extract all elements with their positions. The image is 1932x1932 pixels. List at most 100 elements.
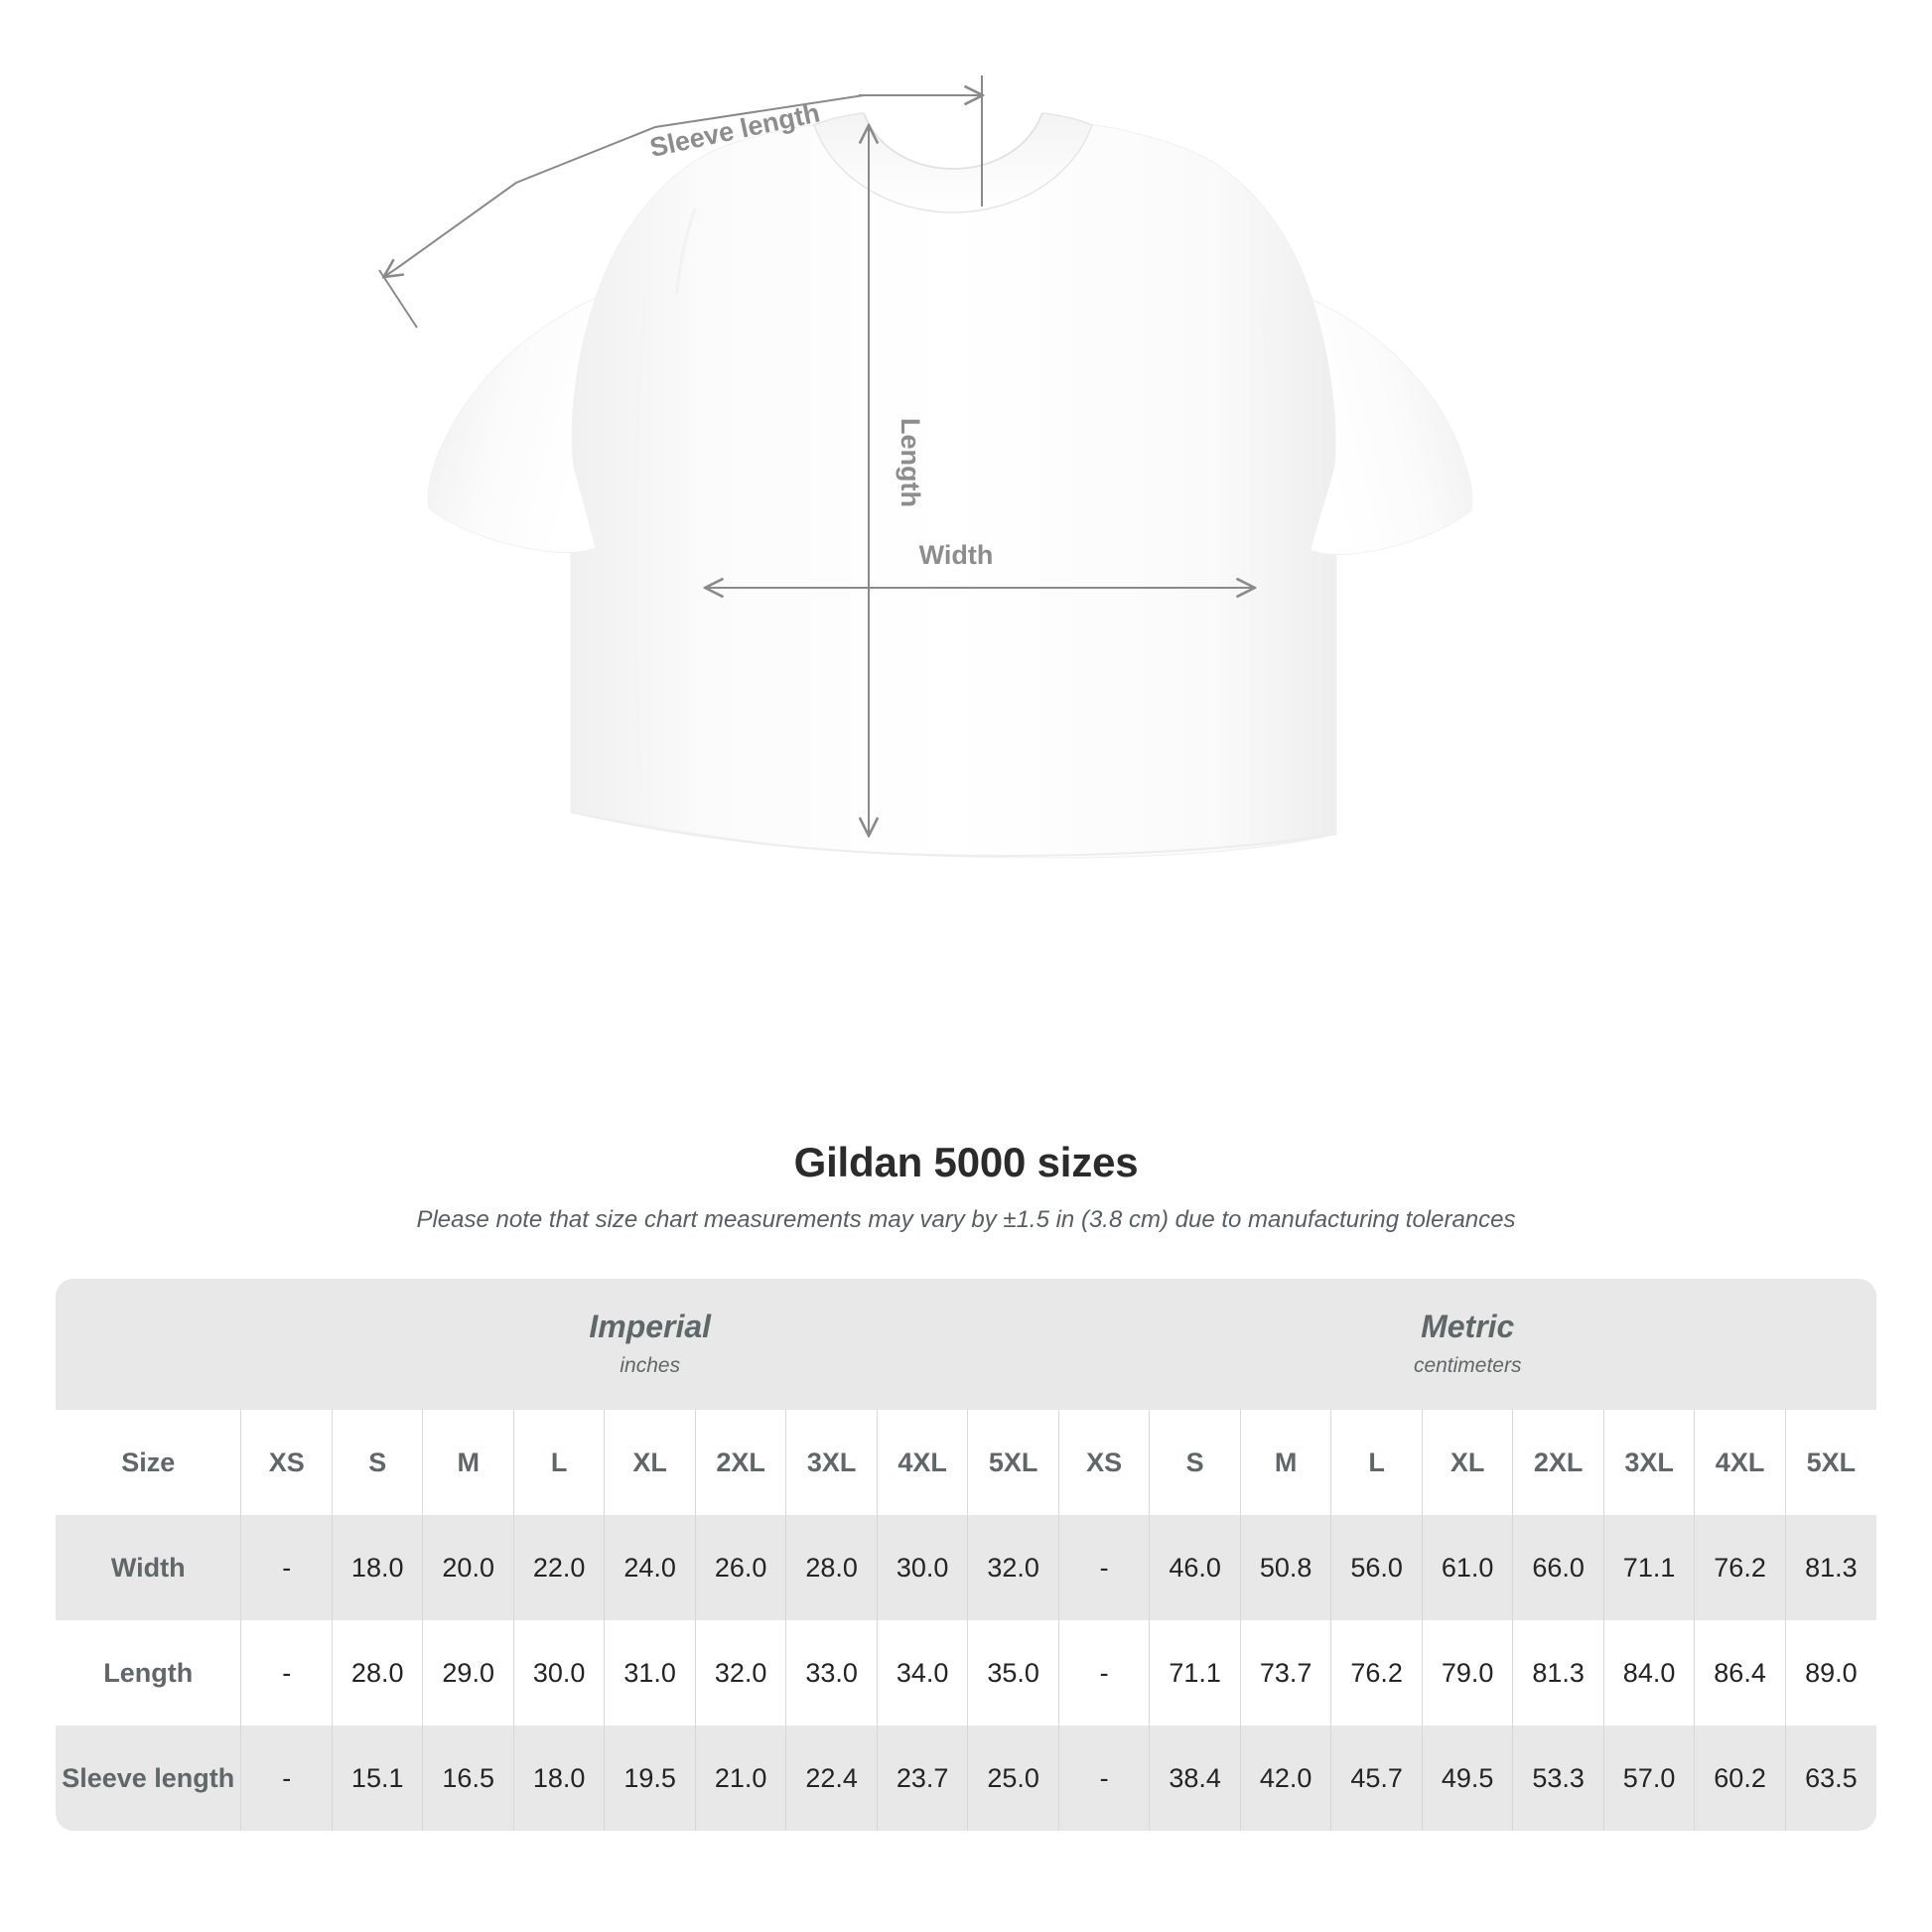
measurement-annotations: Sleeve length Length Width	[378, 75, 1253, 834]
size-row-label: Size	[56, 1410, 242, 1515]
table-row-sizes: Size XS S M L XL 2XL 3XL 4XL 5XL XS S M …	[56, 1410, 1876, 1515]
tshirt-diagram: Sleeve length Length Width	[378, 75, 1473, 859]
sleeve-imperial-2xl: 21.0	[695, 1725, 787, 1831]
width-metric-3xl: 71.1	[1603, 1515, 1696, 1620]
table-corner	[56, 1279, 241, 1410]
length-imperial-4xl: 34.0	[877, 1620, 969, 1725]
table-row-width: Width - 18.0 20.0 22.0 24.0 26.0 28.0 30…	[56, 1515, 1876, 1620]
width-metric-s: 46.0	[1149, 1515, 1241, 1620]
length-metric-m: 73.7	[1240, 1620, 1332, 1725]
fabric-fold-shoulder-left	[675, 207, 697, 295]
page-title: Gildan 5000 sizes	[793, 1139, 1139, 1185]
length-imperial-s: 28.0	[332, 1620, 424, 1725]
sleeve-imperial-l: 18.0	[513, 1725, 606, 1831]
heading-block: Gildan 5000 sizes Please note that size …	[0, 1139, 1932, 1235]
length-imperial-l: 30.0	[513, 1620, 606, 1725]
table-row-length: Length - 28.0 29.0 30.0 31.0 32.0 33.0 3…	[56, 1620, 1876, 1725]
row-label-length: Length	[56, 1620, 242, 1725]
width-imperial-5xl: 32.0	[967, 1515, 1059, 1620]
sleeve-metric-m: 42.0	[1240, 1725, 1332, 1831]
size-table: Imperial inches Metric centimeters Size …	[56, 1279, 1876, 1831]
unit-group-metric: Metric centimeters	[1058, 1279, 1876, 1410]
width-metric-xl: 61.0	[1422, 1515, 1514, 1620]
sleeve-metric-4xl: 60.2	[1694, 1725, 1786, 1831]
size-header-imperial-4xl: 4XL	[877, 1410, 969, 1515]
sleeve-imperial-4xl: 23.7	[877, 1725, 969, 1831]
size-header-imperial-xl: XL	[604, 1410, 696, 1515]
width-metric-5xl: 81.3	[1785, 1515, 1876, 1620]
sleeve-length-line	[385, 94, 865, 276]
length-metric-s: 71.1	[1149, 1620, 1241, 1725]
sleeve-imperial-xl: 19.5	[604, 1725, 696, 1831]
size-header-imperial-l: L	[513, 1410, 606, 1515]
length-imperial-m: 29.0	[422, 1620, 514, 1725]
size-header-metric-3xl: 3XL	[1603, 1410, 1696, 1515]
sleeve-length-end-tick	[378, 269, 418, 329]
sleeve-imperial-s: 15.1	[332, 1725, 424, 1831]
unit-group-metric-title: Metric	[1421, 1309, 1515, 1345]
unit-group-imperial-title: Imperial	[589, 1309, 712, 1345]
width-metric-m: 50.8	[1240, 1515, 1332, 1620]
unit-group-imperial-sub: inches	[620, 1354, 681, 1378]
size-header-imperial-xs: XS	[240, 1410, 333, 1515]
row-label-width: Width	[56, 1515, 242, 1620]
width-metric-2xl: 66.0	[1512, 1515, 1604, 1620]
length-imperial-xs: -	[240, 1620, 333, 1725]
size-header-metric-m: M	[1240, 1410, 1332, 1515]
sleeve-metric-5xl: 63.5	[1785, 1725, 1876, 1831]
length-metric-3xl: 84.0	[1603, 1620, 1696, 1725]
length-imperial-3xl: 33.0	[785, 1620, 878, 1725]
row-label-sleeve-length: Sleeve length	[56, 1725, 242, 1831]
size-header-metric-xs: XS	[1058, 1410, 1151, 1515]
width-imperial-2xl: 26.0	[695, 1515, 787, 1620]
length-imperial-2xl: 32.0	[695, 1620, 787, 1725]
size-header-metric-l: L	[1330, 1410, 1423, 1515]
size-header-metric-s: S	[1149, 1410, 1241, 1515]
size-header-imperial-s: S	[332, 1410, 424, 1515]
tshirt-diagram-svg: Sleeve length Length Width	[378, 75, 1473, 859]
size-header-imperial-2xl: 2XL	[695, 1410, 787, 1515]
size-header-metric-5xl: 5XL	[1785, 1410, 1876, 1515]
size-header-imperial-3xl: 3XL	[785, 1410, 878, 1515]
length-metric-5xl: 89.0	[1785, 1620, 1876, 1725]
unit-header-row: Imperial inches Metric centimeters	[56, 1279, 1876, 1410]
length-imperial-5xl: 35.0	[967, 1620, 1059, 1725]
table-row-sleeve-length: Sleeve length - 15.1 16.5 18.0 19.5 21.0…	[56, 1725, 1876, 1831]
length-metric-l: 76.2	[1330, 1620, 1423, 1725]
sleeve-metric-l: 45.7	[1330, 1725, 1423, 1831]
sleeve-imperial-m: 16.5	[422, 1725, 514, 1831]
tshirt-sleeve-left	[427, 297, 597, 553]
size-header-imperial-m: M	[422, 1410, 514, 1515]
tshirt-neckline	[863, 112, 1043, 170]
width-imperial-xs: -	[240, 1515, 333, 1620]
sleeve-imperial-xs: -	[240, 1725, 333, 1831]
sleeve-metric-s: 38.4	[1149, 1725, 1241, 1831]
width-imperial-xl: 24.0	[604, 1515, 696, 1620]
unit-group-imperial: Imperial inches	[240, 1279, 1059, 1410]
width-imperial-s: 18.0	[332, 1515, 424, 1620]
sleeve-metric-xl: 49.5	[1422, 1725, 1514, 1831]
tshirt-hem	[570, 811, 1337, 858]
width-imperial-m: 20.0	[422, 1515, 514, 1620]
tshirt-body	[570, 124, 1337, 859]
length-imperial-xl: 31.0	[604, 1620, 696, 1725]
length-metric-xs: -	[1058, 1620, 1151, 1725]
size-header-imperial-5xl: 5XL	[967, 1410, 1059, 1515]
fabric-fold-left	[633, 297, 647, 795]
width-imperial-4xl: 30.0	[877, 1515, 969, 1620]
tshirt-sleeve-right	[1310, 299, 1473, 555]
length-metric-4xl: 86.4	[1694, 1620, 1786, 1725]
width-metric-xs: -	[1058, 1515, 1151, 1620]
length-metric-xl: 79.0	[1422, 1620, 1514, 1725]
width-imperial-l: 22.0	[513, 1515, 606, 1620]
tshirt-illustration	[427, 112, 1473, 859]
fabric-fold-right	[1259, 297, 1277, 785]
size-header-metric-4xl: 4XL	[1694, 1410, 1786, 1515]
sleeve-metric-3xl: 57.0	[1603, 1725, 1696, 1831]
unit-group-metric-sub: centimeters	[1413, 1354, 1522, 1378]
sleeve-metric-xs: -	[1058, 1725, 1151, 1831]
size-table-container: Imperial inches Metric centimeters Size …	[56, 1279, 1876, 1831]
width-imperial-3xl: 28.0	[785, 1515, 878, 1620]
length-label: Length	[896, 418, 925, 507]
